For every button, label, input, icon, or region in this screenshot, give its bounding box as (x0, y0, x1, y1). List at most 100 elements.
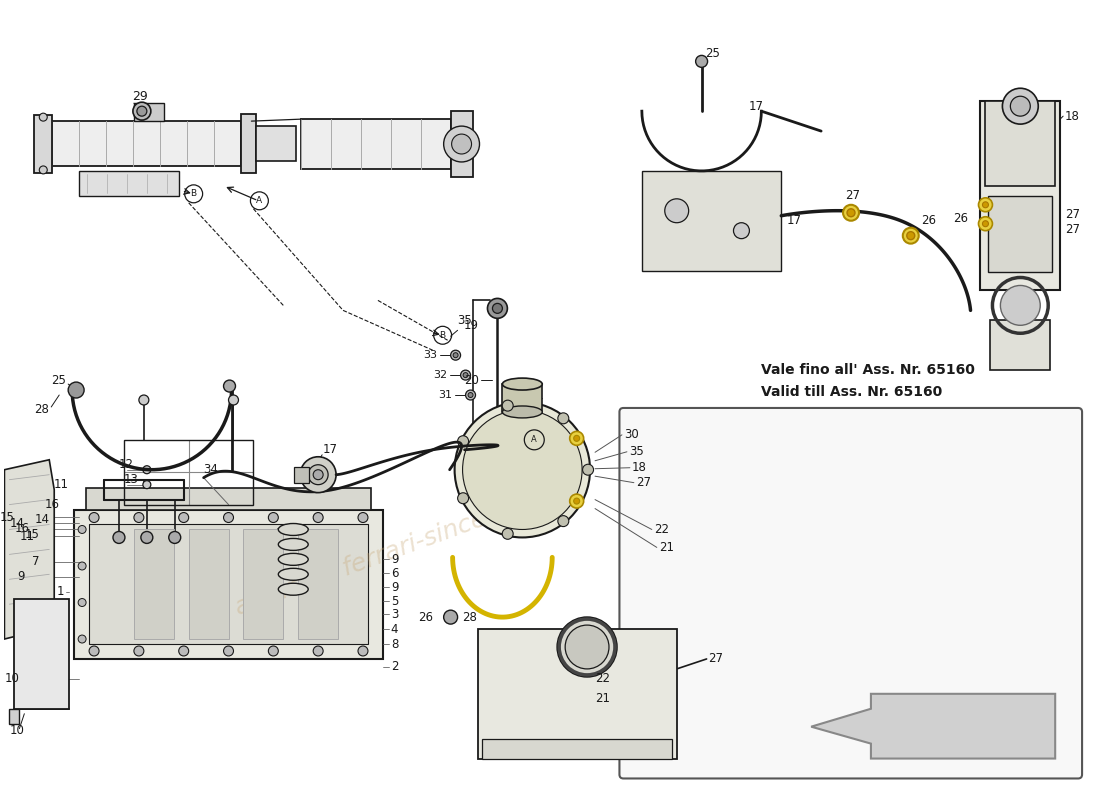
Circle shape (223, 513, 233, 522)
Text: 16: 16 (44, 498, 59, 511)
Circle shape (558, 516, 569, 526)
Circle shape (268, 646, 278, 656)
Bar (242, 114, 256, 173)
Text: 28: 28 (463, 610, 477, 624)
Circle shape (223, 380, 235, 392)
Circle shape (133, 102, 151, 120)
Circle shape (134, 513, 144, 522)
Bar (124, 440, 253, 505)
Bar (980, 102, 1060, 290)
Circle shape (308, 465, 328, 485)
Text: 35: 35 (629, 446, 644, 458)
Text: 32: 32 (433, 370, 448, 380)
Circle shape (490, 420, 505, 436)
Text: 9: 9 (390, 581, 398, 594)
Circle shape (843, 205, 859, 221)
Circle shape (465, 390, 475, 400)
Circle shape (558, 413, 569, 424)
Text: 10: 10 (10, 724, 24, 737)
Circle shape (40, 166, 47, 174)
Bar (986, 102, 1055, 186)
Text: 17: 17 (323, 443, 338, 456)
Text: Vale fino all' Ass. Nr. 65160: Vale fino all' Ass. Nr. 65160 (761, 363, 976, 377)
Circle shape (583, 464, 594, 475)
Circle shape (565, 625, 609, 669)
Text: 27: 27 (636, 476, 651, 489)
Circle shape (139, 395, 148, 405)
Text: 11: 11 (20, 530, 34, 543)
Text: 17: 17 (749, 100, 763, 113)
Bar (86, 488, 371, 510)
Polygon shape (4, 460, 54, 639)
Circle shape (143, 466, 151, 474)
Circle shape (68, 382, 84, 398)
Circle shape (89, 646, 99, 656)
Circle shape (458, 493, 469, 504)
Circle shape (461, 370, 471, 380)
Text: 11: 11 (54, 478, 69, 491)
Circle shape (78, 526, 86, 534)
Circle shape (143, 481, 151, 489)
Circle shape (574, 498, 580, 504)
Circle shape (979, 217, 992, 230)
Circle shape (136, 106, 146, 116)
Bar (134, 103, 164, 121)
Circle shape (89, 513, 99, 522)
Text: 16: 16 (14, 522, 30, 535)
Circle shape (982, 221, 989, 226)
Circle shape (223, 646, 233, 656)
Text: 3: 3 (390, 608, 398, 621)
Text: 1: 1 (57, 586, 64, 598)
Circle shape (300, 457, 337, 493)
Circle shape (574, 435, 580, 442)
Text: B: B (440, 330, 446, 340)
FancyBboxPatch shape (619, 408, 1082, 778)
Circle shape (443, 610, 458, 624)
Circle shape (1002, 88, 1038, 124)
Text: 27: 27 (1065, 208, 1080, 222)
Text: 10: 10 (4, 672, 20, 686)
Bar (642, 171, 781, 270)
Circle shape (453, 353, 458, 358)
Circle shape (113, 531, 125, 543)
Text: 25: 25 (52, 374, 66, 386)
Circle shape (570, 431, 584, 446)
Text: 13: 13 (124, 473, 139, 486)
Circle shape (451, 350, 461, 360)
Circle shape (178, 513, 189, 522)
Text: 22: 22 (653, 523, 669, 536)
Text: 9: 9 (390, 553, 398, 566)
Bar (14, 599, 69, 709)
Bar (74, 510, 383, 659)
Circle shape (982, 202, 989, 208)
Circle shape (78, 598, 86, 606)
Circle shape (487, 298, 507, 318)
Circle shape (229, 395, 239, 405)
Bar (10, 709, 20, 724)
Text: 6: 6 (390, 567, 398, 580)
Text: 30: 30 (624, 428, 639, 442)
Circle shape (358, 646, 368, 656)
Circle shape (570, 494, 584, 508)
Text: 20: 20 (463, 374, 478, 386)
Text: 26: 26 (418, 610, 432, 624)
Text: 21: 21 (659, 541, 674, 554)
Bar (295, 466, 309, 482)
Text: 22: 22 (595, 672, 610, 686)
Circle shape (134, 646, 144, 656)
Text: a part of ferrari-sincere: a part of ferrari-sincere (232, 498, 514, 621)
Circle shape (314, 470, 323, 480)
Circle shape (979, 198, 992, 212)
Circle shape (1011, 96, 1031, 116)
Bar (89, 525, 368, 644)
Text: 18: 18 (631, 462, 647, 474)
Text: 2: 2 (390, 661, 398, 674)
Bar (243, 530, 284, 639)
Text: 35: 35 (458, 314, 472, 327)
Text: 14: 14 (9, 517, 24, 530)
Text: A: A (531, 435, 537, 444)
Bar (34, 115, 52, 173)
Circle shape (463, 373, 469, 378)
Text: 27: 27 (1065, 223, 1080, 236)
Text: 17: 17 (786, 214, 801, 227)
